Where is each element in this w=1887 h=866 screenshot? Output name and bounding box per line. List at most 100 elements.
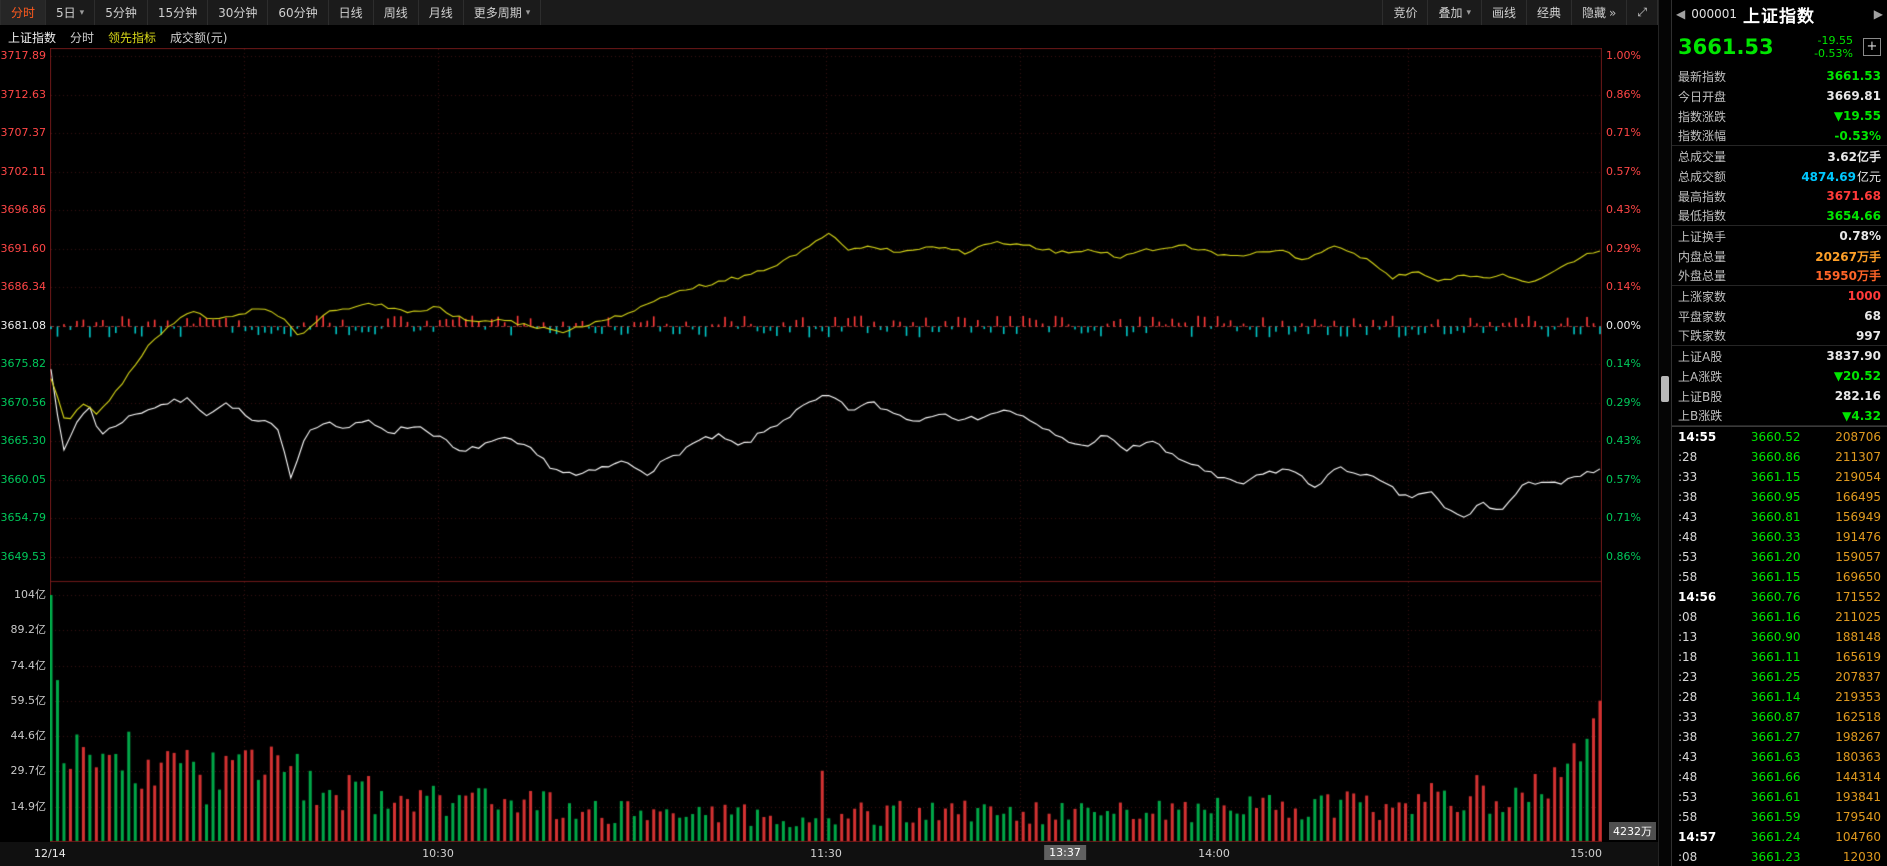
volume-axis-label: 29.7亿 [10, 764, 47, 778]
toolbar-monthly[interactable]: 月线 [419, 0, 464, 25]
toolbar-more-periods[interactable]: 更多周期 ▾ [464, 0, 542, 25]
tick-volume: 104760 [1835, 830, 1881, 844]
volume-axis-label: 104亿 [14, 588, 46, 601]
toolbar-5day[interactable]: 5日 ▾ [46, 0, 96, 25]
toolbar-fullscreen[interactable]: ⤢ [1627, 0, 1658, 25]
time-label: 14:00 [1198, 847, 1230, 860]
toolbar-classic[interactable]: 经典 [1527, 0, 1573, 25]
tick-volume: 211025 [1835, 610, 1881, 624]
tick-price: 3661.11 [1750, 650, 1801, 664]
info-value-total-volume: 3.62亿手 [1827, 149, 1881, 164]
info-value-inner-volume: 20267万手 [1815, 249, 1881, 264]
price-axis-label: 3675.82 [0, 357, 47, 370]
tick-time: :53 [1678, 550, 1698, 564]
toolbar-overlay-label: 叠加 [1438, 6, 1463, 20]
indicator-label[interactable]: 领先指标 [108, 30, 157, 45]
tick-volume: 165619 [1835, 650, 1881, 664]
add-to-watchlist-button[interactable]: + [1863, 38, 1881, 56]
info-row-advancers: 上涨家数 1000 [1672, 286, 1887, 306]
info-value-outer-volume: 15950万手 [1815, 269, 1881, 283]
info-label-change-pct: 指数涨幅 [1678, 129, 1727, 143]
info-value-change: ▼19.55 [1833, 109, 1881, 123]
time-label: 11:30 [810, 847, 842, 860]
stock-code: 000001 [1691, 7, 1738, 21]
tick-row: :53 3661.20 159057 [1672, 547, 1887, 567]
toolbar-draw-line[interactable]: 画线 [1482, 0, 1528, 25]
toolbar-5min[interactable]: 5分钟 [95, 0, 148, 25]
info-label-decliners: 下跌家数 [1678, 329, 1727, 343]
period-toolbar: 分时 5日 ▾ 5分钟 15分钟 30分钟 60分钟 日线 周线 月线 更多周期 ▾ [0, 0, 542, 25]
percent-axis-label: 0.71% [1606, 126, 1641, 139]
toolbar-weekly[interactable]: 周线 [374, 0, 419, 25]
toolbar-15min[interactable]: 15分钟 [148, 0, 209, 25]
toolbar-monthly-label: 月线 [428, 6, 453, 20]
chart-scrollbar[interactable] [1658, 0, 1672, 866]
chevron-down-icon: ▾ [79, 7, 85, 18]
tick-price: 3660.95 [1750, 490, 1801, 504]
tick-row: :13 3660.90 188148 [1672, 627, 1887, 647]
info-row-sh-b: 上证B股 282.16 [1672, 386, 1887, 406]
chart-area[interactable]: 3717.89 3712.63 3707.37 3702.11 3696.86 3691.… [0, 48, 1658, 842]
info-value-open: 3669.81 [1826, 89, 1881, 103]
tick-time: :43 [1678, 750, 1698, 764]
percent-axis-label: 0.29% [1606, 241, 1641, 255]
tick-row: :38 3661.27 198267 [1672, 727, 1887, 747]
tick-row: :28 3661.14 219353 [1672, 687, 1887, 707]
time-axis: 12/14 10:30 11:30 14:00 15:00 13:37 [0, 842, 1658, 866]
tick-row: :53 3661.61 193841 [1672, 787, 1887, 807]
price-axis-label: 3654.79 [0, 511, 47, 524]
volume-axis-label: 74.4亿 [10, 658, 47, 672]
info-value-change-pct: -0.53% [1834, 128, 1881, 143]
price-axis-label: 3681.08 [0, 318, 47, 332]
tick-volume: 169650 [1835, 570, 1881, 584]
info-row-sh-a: 上证A股 3837.90 [1672, 346, 1887, 366]
tick-row: 14:55 3660.52 208706 [1672, 427, 1887, 447]
info-label-total-amount: 总成交额 [1678, 169, 1727, 184]
tick-volume: 188148 [1835, 630, 1881, 644]
scrollbar-handle[interactable] [1661, 376, 1669, 402]
tick-time: :53 [1678, 790, 1698, 804]
quote-panel: ◀ 000001 上证指数 ▶ 3661.53 -19.55 -0.53% + … [1672, 0, 1887, 866]
volume-axis-label: 89.2亿 [10, 623, 47, 637]
tick-list[interactable]: 14:55 3660.52 208706:28 3660.86 211307:33 366… [1672, 426, 1887, 866]
intraday-chart-canvas[interactable] [50, 48, 1602, 842]
tick-volume: 219054 [1835, 470, 1881, 484]
toolbar-weekly-label: 周线 [383, 6, 408, 20]
info-label-sh-a: 上证A股 [1678, 349, 1723, 364]
tick-time: :58 [1678, 810, 1698, 824]
chart-period-label: 分时 [70, 30, 95, 45]
percent-axis-label: 0.57% [1606, 472, 1641, 486]
tick-row: :43 3660.81 156949 [1672, 507, 1887, 527]
toolbar-daily[interactable]: 日线 [329, 0, 374, 25]
toolbar-60min[interactable]: 60分钟 [268, 0, 329, 25]
tick-row: :48 3660.33 191476 [1672, 527, 1887, 547]
percent-axis-label: 0.86% [1606, 87, 1641, 101]
price-axis-label: 3707.37 [0, 126, 47, 139]
prev-stock-icon[interactable]: ◀ [1676, 7, 1686, 21]
tick-time: :28 [1678, 450, 1698, 464]
price-axis-label: 3702.11 [0, 164, 47, 178]
info-value-decliners: 997 [1855, 328, 1881, 343]
tick-price: 3661.24 [1750, 830, 1801, 844]
next-stock-icon[interactable]: ▶ [1873, 7, 1883, 21]
tick-time: 14:57 [1678, 830, 1717, 844]
info-label-sh-b-change: 上B涨跌 [1678, 409, 1723, 423]
tick-price: 3660.33 [1750, 530, 1801, 544]
toolbar-hide[interactable]: 隐藏» [1572, 0, 1628, 25]
toolbar-spacer [541, 0, 1382, 25]
tick-volume: 162518 [1835, 710, 1881, 724]
percent-axis-label: 0.71% [1606, 511, 1641, 524]
toolbar-overlay[interactable]: 叠加 ▾ [1428, 0, 1482, 25]
price-axis-label: 3696.86 [0, 203, 47, 216]
percent-axis-label: 0.57% [1606, 164, 1641, 178]
tick-price: 3661.15 [1750, 570, 1801, 584]
tick-time: :23 [1678, 670, 1698, 684]
toolbar-fenshi[interactable]: 分时 [1, 0, 47, 25]
tick-price: 3661.16 [1750, 610, 1801, 624]
info-value-sh-b-change: ▼4.32 [1842, 408, 1881, 423]
time-label: 10:30 [422, 847, 454, 860]
quote-summary: 3661.53 -19.55 -0.53% + [1672, 28, 1887, 66]
toolbar-30min[interactable]: 30分钟 [208, 0, 269, 25]
info-value-sh-b: 282.16 [1834, 389, 1881, 403]
toolbar-auction[interactable]: 竞价 [1383, 0, 1429, 25]
